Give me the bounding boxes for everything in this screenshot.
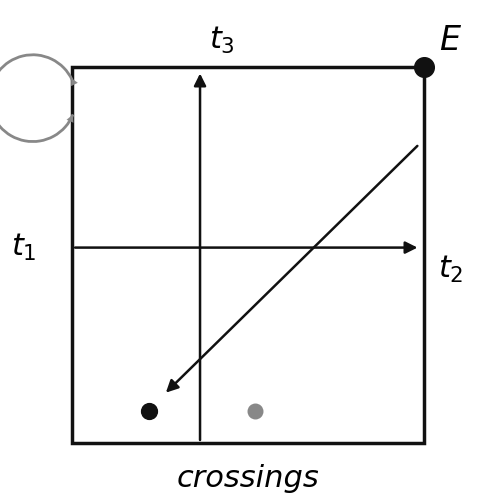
Point	[146, 408, 153, 416]
Text: $E$: $E$	[439, 24, 462, 57]
Text: $t_1$: $t_1$	[11, 232, 37, 263]
Point	[252, 408, 259, 416]
Bar	[72, 67, 424, 443]
Text: $t_2$: $t_2$	[438, 254, 463, 285]
Text: $t_3$: $t_3$	[209, 25, 235, 56]
Point	[420, 63, 428, 71]
Text: crossings: crossings	[177, 464, 320, 494]
